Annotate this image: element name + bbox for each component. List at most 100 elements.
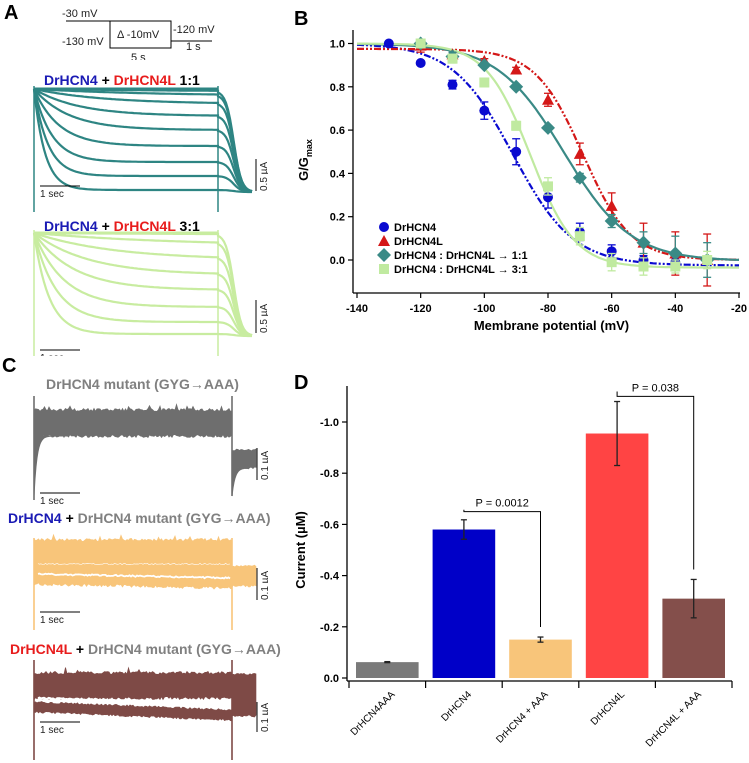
title-part: DrHCN4 [44,218,98,234]
trace-c3-plot: 1 sec 0.1 µA [33,660,268,760]
tail-current-band [231,448,257,470]
x-tick-label: -100 [473,303,495,315]
offset-transient [231,467,249,497]
title-part: DrHCN4L [113,72,176,88]
data-point-square [543,181,553,192]
y-tick-label: -0.2 [320,622,339,634]
data-point-circle [511,146,522,157]
lower-current-band [33,701,233,722]
x-tick-label: -120 [410,303,432,315]
data-point-triangle [573,147,586,159]
bar [509,639,572,678]
data-point-circle [383,38,394,49]
data-point-circle [447,79,458,90]
data-point-circle [479,105,490,116]
trace-c2-title: DrHCN4 + DrHCN4 mutant (GYG→AAA) [8,510,271,526]
p-value-label: P = 0.0012 [476,498,529,510]
tail-current-band [231,564,257,588]
y-tick-label: -0.4 [320,571,340,583]
y-tick-label: 0.0 [324,673,339,685]
y-tick-label: 0.2 [330,212,345,224]
data-point-diamond [604,214,619,229]
y-tick-label: -0.8 [320,468,339,480]
title-part: 3:1 [175,218,200,234]
x-tick-label: -60 [604,303,620,315]
title-part: DrHCN4L [113,218,176,234]
current-trace-band [33,533,233,590]
current-trace [32,88,253,193]
p-value-label: P = 0.038 [632,382,679,394]
trace-c1-plot: 1 sec 0.1 µA [33,396,268,506]
data-point-diamond [509,79,524,94]
data-point-square [702,255,713,265]
data-point-diamond [636,235,651,250]
fit-curve [357,42,739,269]
x-tick-label: -140 [346,303,368,315]
legend-label: DrHCN4 : DrHCN4L → 1:1 [394,250,528,262]
current-trace [32,232,253,337]
chart-d-current-bars: 0.0 -0.2 -0.4 -0.6 -0.8 -1.0 Current (µM) DrHCN… [293,382,733,749]
y-axis-label: Current (µM) [293,511,308,589]
trace-c1-title: DrHCN4 mutant (GYG→AAA) [46,376,239,392]
current-trace [33,87,253,193]
x-tick-label: -40 [667,303,683,315]
tail-current-band [231,672,257,718]
current-scale-label: 0.1 µA [260,703,268,732]
significance-bracket [463,509,541,628]
protocol-tail-label: -120 mV [173,24,215,36]
current-trace [33,88,253,193]
data-point-diamond [541,120,555,135]
data-point-triangle [378,235,390,246]
title-part: 1:1 [175,72,200,88]
data-point-square [574,231,585,242]
trace-a2-plot: 1 sec 0.5 µA [32,230,268,356]
current-trace [33,231,253,337]
title-part: DrHCN4 mutant (GYG→AAA) [46,376,239,392]
voltage-protocol: -30 mV -130 mV Δ -10mV -120 mV 5 s 1 s [62,8,215,60]
time-scale-label: 1 sec [40,353,64,356]
y-tick-label: 0.6 [330,125,345,137]
bar [356,662,419,678]
title-part: DrHCN4 mutant (GYG→AAA) [77,510,271,526]
current-trace-band [33,666,233,701]
x-tick-label: DrHCN4 + AAA [494,689,551,746]
current-scale-label: 0.5 µA [259,304,268,333]
bar [585,433,649,678]
protocol-step-duration: 5 s [131,52,146,60]
data-point-diamond [668,246,683,261]
current-trace [33,87,253,193]
data-point-triangle [605,199,618,211]
data-point-circle [379,222,389,232]
y-tick-label: 1.0 [330,39,345,51]
chart-b-gv-curve: 0.0 0.2 0.4 0.6 0.8 1.0 -140 -120 -100 -80 -60 -40 -… [296,30,747,333]
bar [432,529,496,678]
data-point-diamond [377,248,391,262]
onset-transient [33,435,68,497]
current-trace [33,88,253,193]
protocol-step-label: Δ -10mV [117,29,160,41]
data-point-square [479,77,490,88]
data-point-square [670,261,681,272]
current-trace [33,232,253,337]
legend-label: DrHCN4L [394,236,443,248]
panel-a-letter: A [4,2,19,24]
protocol-hold-label: -30 mV [62,8,98,20]
title-part: DrHCN4 mutant (GYG→AAA) [87,641,281,657]
x-tick-label: DrHCN4L + AAA [644,689,704,749]
current-trace [33,231,253,337]
data-point-diamond [572,170,587,185]
current-scale-label: 0.5 µA [259,162,268,191]
legend-label: DrHCN4 [394,222,437,234]
trace-gap [37,572,231,580]
x-tick-label: DrHCN4L [589,689,628,728]
current-trace [33,232,253,337]
data-point-circle [415,57,426,68]
time-scale-label: 1 sec [40,496,64,506]
time-scale-label: 1 sec [40,615,64,626]
x-axis-label: Membrane potential (mV) [474,318,629,333]
current-scale-label: 0.1 µA [260,451,268,480]
title-part: + [97,218,114,234]
data-point-square [511,120,522,131]
panel-b-letter: B [294,8,309,30]
trace-gap [37,696,231,706]
